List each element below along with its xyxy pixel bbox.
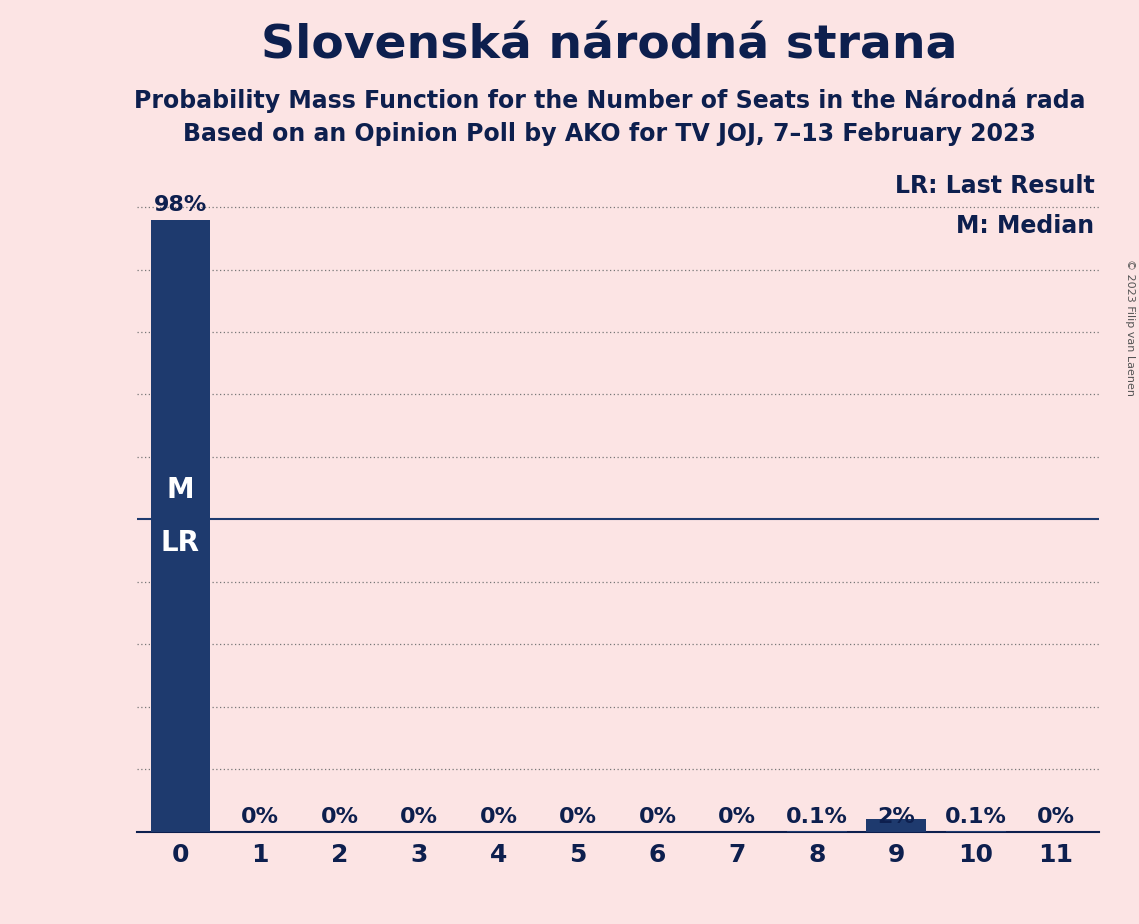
Text: Based on an Opinion Poll by AKO for TV JOJ, 7–13 February 2023: Based on an Opinion Poll by AKO for TV J… [183,122,1035,146]
Text: M: Median: M: Median [957,214,1095,238]
Text: M: M [166,476,195,504]
Text: 0.1%: 0.1% [945,807,1007,827]
Text: 0%: 0% [400,807,439,827]
Text: Slovenská národná strana: Slovenská národná strana [261,23,958,68]
Bar [150,220,211,832]
Text: 98%: 98% [154,195,207,214]
Bar [867,819,926,832]
Text: © 2023 Filip van Laenen: © 2023 Filip van Laenen [1125,259,1134,395]
Text: 0%: 0% [719,807,756,827]
Text: 0%: 0% [559,807,597,827]
Text: Probability Mass Function for the Number of Seats in the Národná rada: Probability Mass Function for the Number… [133,88,1085,114]
Text: 0%: 0% [1036,807,1074,827]
Text: LR: LR [161,529,200,556]
Text: 2%: 2% [877,807,915,827]
Text: 0%: 0% [639,807,677,827]
Text: 0%: 0% [480,807,517,827]
Text: 0%: 0% [241,807,279,827]
Text: 0%: 0% [320,807,359,827]
Text: LR: Last Result: LR: Last Result [894,174,1095,198]
Text: 0.1%: 0.1% [786,807,847,827]
